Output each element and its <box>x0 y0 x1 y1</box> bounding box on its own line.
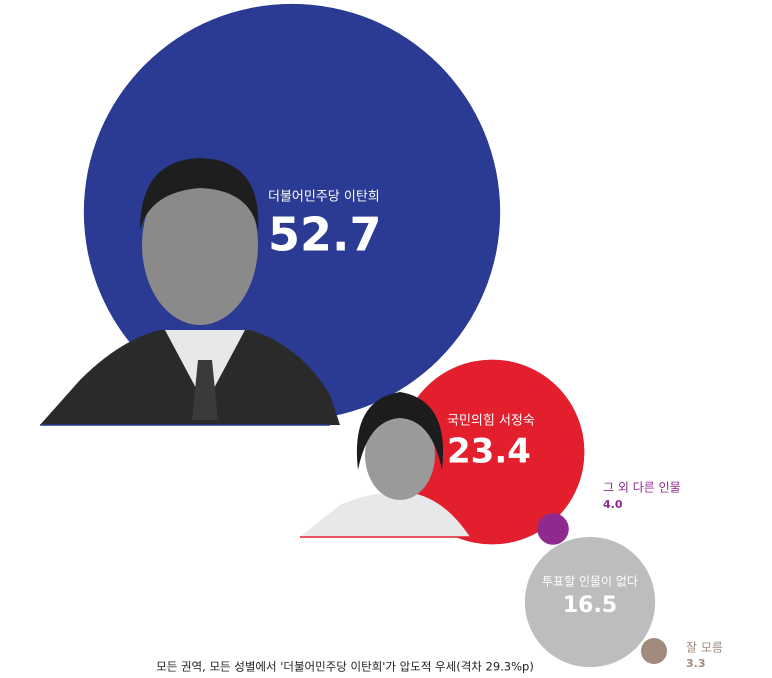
value-label: 3.3 <box>686 657 706 670</box>
bubble-label: 잘 모름 <box>686 641 723 655</box>
labels: 더불어민주당 이탄희 52.7 국민의힘 서정숙 23.4 그 외 다른 인물 4.0 투표… <box>268 190 723 671</box>
portrait-body <box>300 492 470 537</box>
portraits <box>40 158 470 538</box>
bubble <box>640 637 668 665</box>
bubble-label: 투표할 인물이 없다 <box>542 575 638 589</box>
bubble <box>399 359 585 545</box>
value-label: 16.5 <box>563 593 617 618</box>
value-label: 52.7 <box>268 208 382 262</box>
note: 모든 권역, 모든 성별에서 '더불어민주당 이탄희'가 압도적 우세(격차 2… <box>156 660 534 674</box>
value-label: 4.0 <box>603 498 623 511</box>
bubble-label: 더불어민주당 이탄희 <box>268 190 380 205</box>
portrait-tie <box>192 360 218 420</box>
bubble-label: 그 외 다른 인물 <box>603 481 681 495</box>
bubble-label: 국민의힘 서정숙 <box>447 414 535 429</box>
portrait-body <box>40 330 340 425</box>
bubble <box>537 513 569 545</box>
portrait-face <box>142 165 258 325</box>
portrait-face <box>365 410 435 500</box>
portrait-hair <box>140 158 259 230</box>
value-label: 23.4 <box>447 432 531 472</box>
bubble <box>524 536 656 668</box>
portrait-hair <box>356 392 444 470</box>
